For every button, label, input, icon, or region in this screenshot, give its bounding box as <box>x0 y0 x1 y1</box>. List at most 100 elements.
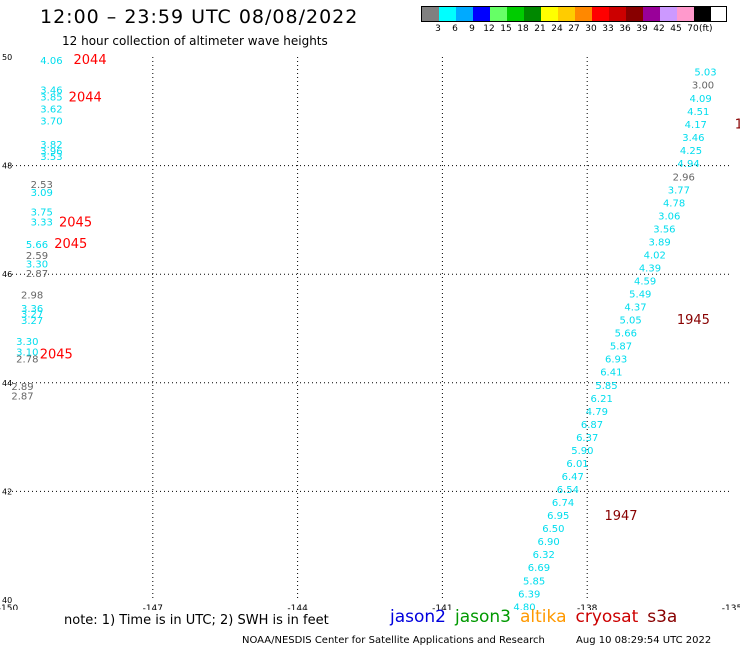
satellite-name-altika: altika <box>520 607 567 627</box>
legend-tick-label: 12 <box>483 24 495 34</box>
credit-text: NOAA/NESDIS Center for Satellite Applica… <box>242 635 545 646</box>
legend-tick-label: 30 <box>585 24 597 34</box>
latitude-tick-label: 48 <box>2 162 12 171</box>
wave-height-value: 6.50 <box>542 524 564 535</box>
wave-height-value: 3.96 <box>40 147 62 158</box>
legend-swatch <box>609 7 626 21</box>
legend-swatch <box>660 7 677 21</box>
wave-height-value: 4.80 <box>513 602 535 610</box>
map-grid <box>8 57 732 600</box>
wave-height-value: 3.85 <box>40 92 62 103</box>
wave-height-value: 4.17 <box>685 120 707 131</box>
legend-tick-labels: 3 6 9 12 15 18 21 24 27 30 33 36 39 42 45 70 (ft) <box>421 22 727 36</box>
legend-swatch <box>473 7 490 21</box>
legend-swatch <box>592 7 609 21</box>
wave-height-value: 6.41 <box>600 368 622 379</box>
wave-height-labels: 4.063.463.853.623.703.823.963.532.533.09… <box>11 53 740 610</box>
latitude-tick-label: 42 <box>2 487 12 496</box>
wave-height-value: 3.36 <box>21 304 43 315</box>
wave-height-value: 4.06 <box>40 56 62 67</box>
wave-height-value: 4.39 <box>639 263 661 274</box>
pass-time-label: 1945 <box>677 313 710 328</box>
wave-height-value: 3.46 <box>40 85 62 96</box>
wave-height-value: 3.27 <box>21 316 43 327</box>
legend-tick-label: 45 <box>670 24 682 34</box>
wave-height-value: 2.53 <box>31 180 53 191</box>
legend-tick-label: 9 <box>469 24 475 34</box>
wave-height-value: 3.00 <box>692 80 714 91</box>
wave-height-value: 3.33 <box>31 217 53 228</box>
generated-timestamp: Aug 10 08:29:54 UTC 2022 <box>576 635 712 646</box>
wave-height-value: 5.90 <box>571 446 593 457</box>
wave-height-value: 6.95 <box>547 511 569 522</box>
wave-height-value: 6.54 <box>557 485 579 496</box>
legend-swatch <box>541 7 558 21</box>
wave-height-value: 3.62 <box>40 104 62 115</box>
legend-unit: (ft) <box>699 24 713 34</box>
pass-time-label: 2044 <box>69 91 102 106</box>
wave-height-value: 2.59 <box>26 251 48 262</box>
pass-time-label: 1945 <box>735 118 740 133</box>
pass-time-label: 2045 <box>59 215 92 230</box>
legend-swatch <box>456 7 473 21</box>
wave-height-value: 3.27 <box>21 310 43 321</box>
wave-height-value: 3.06 <box>658 211 680 222</box>
wave-height-value: 4.51 <box>687 107 709 118</box>
color-legend: 3 6 9 12 15 18 21 24 27 30 33 36 39 42 45 70 (ft) <box>421 6 727 36</box>
page-subtitle: 12 hour collection of altimeter wave hei… <box>62 34 328 48</box>
satellite-name-s3a: s3a <box>647 607 678 627</box>
wave-height-value: 5.85 <box>595 381 617 392</box>
wave-height-value: 4.25 <box>680 146 702 157</box>
legend-tick-label: 39 <box>636 24 648 34</box>
wave-height-value: 3.70 <box>40 116 62 127</box>
longitude-tick-label: -144 <box>287 604 308 610</box>
wave-height-value: 5.05 <box>620 316 642 327</box>
legend-tick-label: 15 <box>500 24 512 34</box>
longitude-tick-label: -135 <box>722 604 740 610</box>
legend-swatch <box>507 7 524 21</box>
units-note: note: 1) Time is in UTC; 2) SWH is in fe… <box>64 613 329 628</box>
wave-height-value: 4.59 <box>634 277 656 288</box>
wave-height-value: 5.66 <box>26 240 48 251</box>
map-axis-labels: -150 -147 -144 -141 -138 -135 40 42 44 46 48 50 <box>0 53 740 610</box>
legend-tick-label: 18 <box>517 24 529 34</box>
latitude-tick-label: 44 <box>2 379 12 388</box>
wave-height-value: 5.85 <box>523 576 545 587</box>
wave-height-value: 6.47 <box>562 472 584 483</box>
satellite-name-jason2: jason2 <box>390 607 446 627</box>
wave-height-value: 2.96 <box>673 172 695 183</box>
wave-height-value: 6.93 <box>605 355 627 366</box>
wave-height-value: 3.30 <box>16 337 38 348</box>
longitude-tick-label: -141 <box>432 604 452 610</box>
wave-height-value: 3.09 <box>31 188 53 199</box>
wave-height-value: 5.03 <box>694 67 716 78</box>
longitude-tick-label: -138 <box>577 604 598 610</box>
wave-height-value: 6.21 <box>591 394 613 405</box>
longitude-tick-label: -150 <box>0 604 18 610</box>
wave-height-value: 3.77 <box>668 185 690 196</box>
wave-height-value: 2.87 <box>11 392 33 403</box>
wave-height-value: 6.32 <box>533 550 555 561</box>
latitude-tick-label: 46 <box>2 270 12 279</box>
legend-swatch <box>558 7 575 21</box>
latitude-tick-label: 40 <box>2 596 12 605</box>
wave-height-value: 3.75 <box>31 208 53 219</box>
legend-tick-label: 21 <box>534 24 546 34</box>
wave-height-value: 6.69 <box>528 563 550 574</box>
wave-height-value: 6.90 <box>537 537 559 548</box>
pass-time-label: 2045 <box>40 347 73 362</box>
legend-tick-label: 70 <box>687 24 699 34</box>
legend-swatch <box>575 7 592 21</box>
wave-height-value: 2.89 <box>11 382 33 393</box>
legend-swatches <box>421 6 727 22</box>
wave-height-value: 2.87 <box>26 269 48 280</box>
page-title: 12:00 – 23:59 UTC 08/08/2022 <box>40 6 359 28</box>
wave-height-value: 4.37 <box>624 303 646 314</box>
legend-tick-label: 3 <box>435 24 441 34</box>
legend-tick-label: 42 <box>653 24 665 34</box>
wave-height-value: 3.82 <box>40 140 62 151</box>
legend-swatch <box>694 7 711 21</box>
longitude-tick-label: -147 <box>143 604 163 610</box>
wave-height-value: 3.89 <box>648 237 670 248</box>
wave-height-value: 5.49 <box>629 290 651 301</box>
